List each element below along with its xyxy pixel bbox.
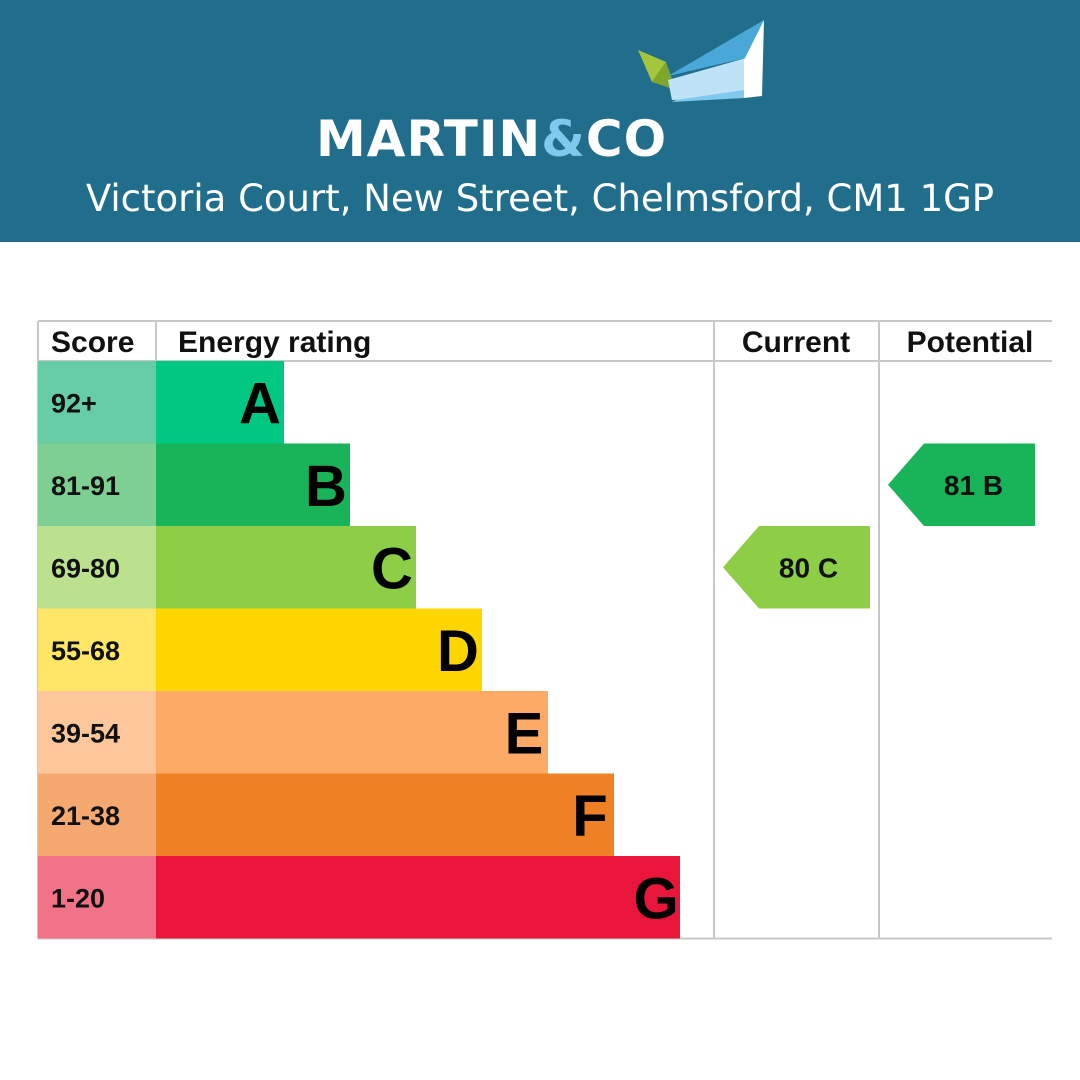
header-potential: Potential: [907, 326, 1034, 359]
score-cell-f: [38, 773, 156, 856]
score-label-c: 69-80: [51, 553, 120, 583]
header-current: Current: [742, 326, 850, 359]
potential-rating-arrow-label: 81 B: [944, 470, 1003, 501]
rating-letter-d: D: [437, 619, 479, 684]
score-label-a: 92+: [51, 388, 97, 418]
rating-letter-e: E: [505, 701, 544, 766]
rating-letter-b: B: [305, 454, 347, 519]
property-address: Victoria Court, New Street, Chelmsford, …: [85, 177, 995, 220]
rating-arrows: 80 C 81 B: [723, 443, 1035, 609]
rating-letter-c: C: [371, 536, 413, 601]
rating-letter-f: F: [572, 784, 607, 849]
rating-bar-b: [156, 443, 350, 526]
score-cell-a: [38, 361, 156, 444]
score-cell-c: [38, 526, 156, 609]
rating-bar-g: [156, 856, 680, 939]
score-label-e: 39-54: [51, 718, 120, 748]
rating-bar-f: [156, 773, 614, 856]
column-headers: Score Energy rating Current Potential: [51, 326, 1033, 359]
score-label-d: 55-68: [51, 636, 120, 666]
rating-bands: 92+ A 81-91 B 69-80 C 55-68 D 39-54 E 21-38 F 1-20 G: [38, 361, 680, 939]
header-banner: MARTIN&CO Victoria Court, New Street, Ch…: [0, 0, 1080, 242]
logo-text-martin: MARTIN: [316, 110, 542, 168]
score-cell-g: [38, 856, 156, 939]
score-cell-e: [38, 691, 156, 774]
house-roof-icon: [638, 20, 764, 102]
rating-bar-d: [156, 608, 482, 691]
potential-rating-arrow: [888, 443, 1035, 526]
score-label-f: 21-38: [51, 801, 120, 831]
current-rating-arrow-label: 80 C: [779, 552, 838, 583]
header-energy-rating: Energy rating: [178, 326, 371, 359]
rating-letter-g: G: [633, 866, 678, 931]
logo-text-ampersand: &: [541, 110, 586, 168]
logo-wordmark: MARTIN&CO: [316, 114, 746, 164]
logo-text-co: CO: [585, 110, 668, 168]
rating-bar-a: [156, 361, 284, 444]
rating-bar-c: [156, 526, 416, 609]
rating-letter-a: A: [239, 371, 281, 436]
header-score: Score: [51, 326, 134, 359]
score-label-g: 1-20: [51, 883, 105, 913]
score-label-b: 81-91: [51, 471, 120, 501]
martin-co-logo: MARTIN&CO: [316, 18, 766, 164]
score-cell-d: [38, 608, 156, 691]
current-rating-arrow: [723, 526, 870, 609]
rating-bar-e: [156, 691, 548, 774]
score-cell-b: [38, 443, 156, 526]
